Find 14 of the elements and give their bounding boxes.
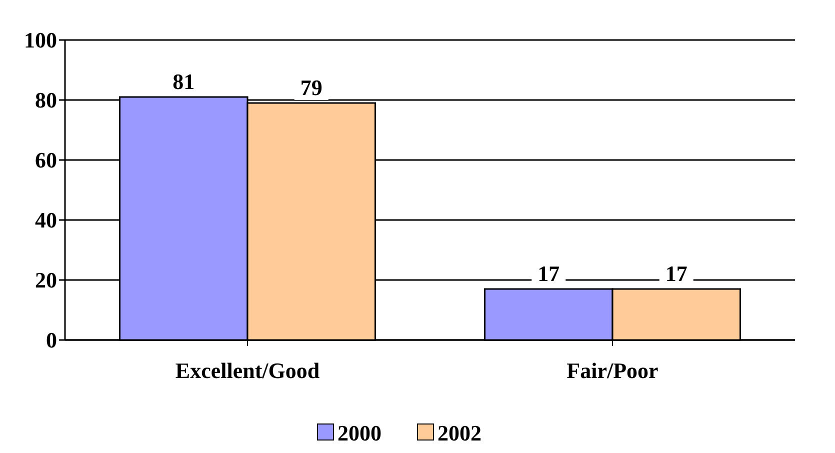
x-tick-label: Fair/Poor [566, 358, 659, 383]
y-tick-label: 20 [35, 268, 57, 293]
y-tick-label: 60 [35, 148, 57, 173]
y-tick-label: 40 [35, 208, 57, 233]
data-label: 79 [300, 75, 322, 100]
legend-label: 2000 [338, 420, 382, 446]
data-label: 17 [538, 261, 560, 286]
legend-label: 2002 [438, 420, 482, 446]
data-label: 81 [172, 69, 195, 94]
y-tick-label: 80 [35, 88, 57, 113]
y-tick-label: 0 [46, 328, 57, 353]
x-tick-label: Excellent/Good [175, 358, 320, 383]
data-label: 17 [665, 261, 688, 286]
y-tick-label: 100 [24, 28, 57, 53]
